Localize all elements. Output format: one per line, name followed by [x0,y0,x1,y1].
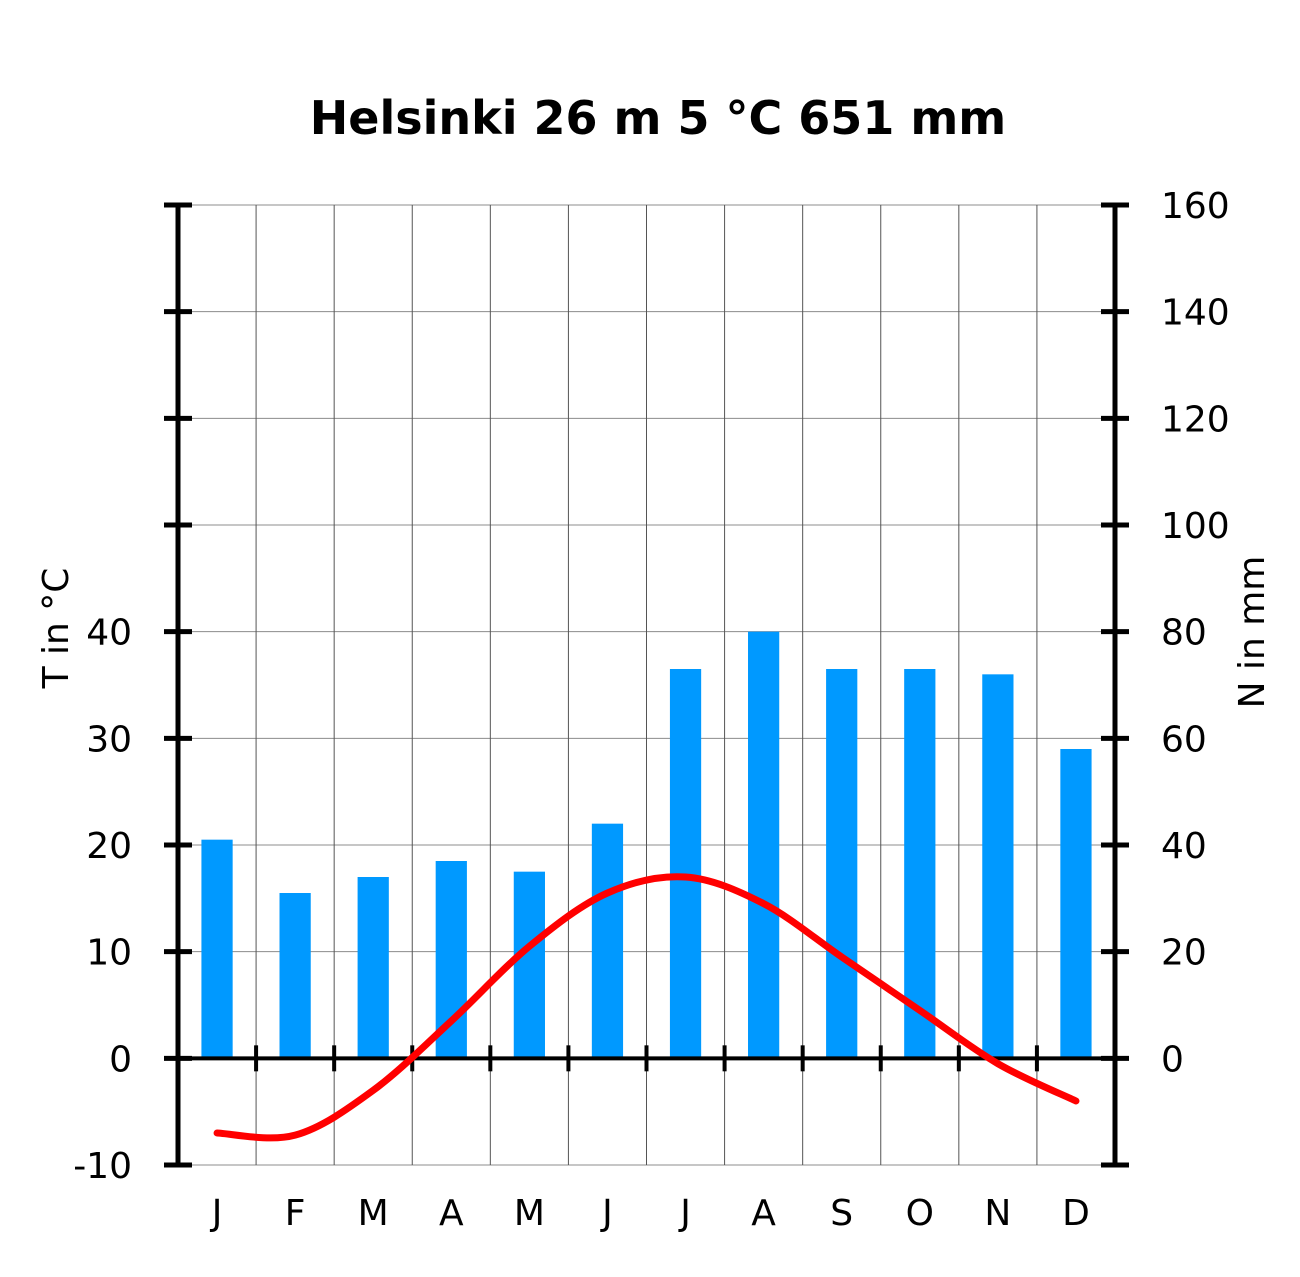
month-label: J [678,1193,691,1234]
month-label: A [439,1193,464,1234]
left-tick-label: 20 [86,826,132,867]
precipitation-bar [513,871,545,1059]
right-tick-label: 60 [1161,719,1207,760]
grid [178,204,1115,1166]
right-tick-label: 0 [1161,1039,1184,1080]
right-tick-label: 160 [1161,186,1230,227]
precipitation-bar [904,669,936,1059]
tick-labels: -10 0 10 20 30 40 0 20 40 60 80 100 120 140 160 J F M A M J J… [73,186,1230,1234]
month-label: F [285,1193,306,1234]
month-label: J [600,1193,613,1234]
precipitation-bar [982,674,1014,1059]
right-axis-label: N in mm [1232,556,1273,709]
left-tick-label: 40 [86,613,132,654]
month-label: J [210,1193,223,1234]
right-tick-label: 100 [1161,506,1230,547]
month-label: A [751,1193,776,1234]
precipitation-bar [669,669,702,1059]
month-label: D [1062,1193,1090,1234]
month-label: S [830,1193,853,1234]
month-label: N [984,1193,1011,1234]
right-tick-label: 40 [1161,826,1207,867]
temperature-curve [213,873,1080,1142]
chart-title: Helsinki 26 m 5 °C 651 mm [310,91,1006,145]
precipitation-bar [357,877,389,1059]
month-label: M [358,1193,389,1234]
temperature-line [213,873,1080,1142]
axes [164,202,1129,1168]
left-tick-label: 10 [86,933,132,974]
left-tick-label: 0 [109,1039,132,1080]
precipitation-bar [826,669,858,1059]
month-label: M [514,1193,545,1234]
precipitation-bar [201,839,233,1059]
precipitation-bar [748,631,780,1059]
right-tick-label: 140 [1161,293,1230,334]
right-tick-label: 120 [1161,399,1230,440]
right-tick-label: 80 [1161,613,1207,654]
left-tick-label: -10 [73,1146,132,1187]
precipitation-bar [591,823,624,1059]
precipitation-bar [279,893,311,1059]
right-tick-label: 20 [1161,933,1207,974]
left-axis-label: T in °C [36,568,77,690]
left-tick-label: 30 [86,719,132,760]
month-label: O [906,1193,934,1234]
precipitation-bars [201,631,1092,1059]
precipitation-bar [1060,749,1092,1059]
